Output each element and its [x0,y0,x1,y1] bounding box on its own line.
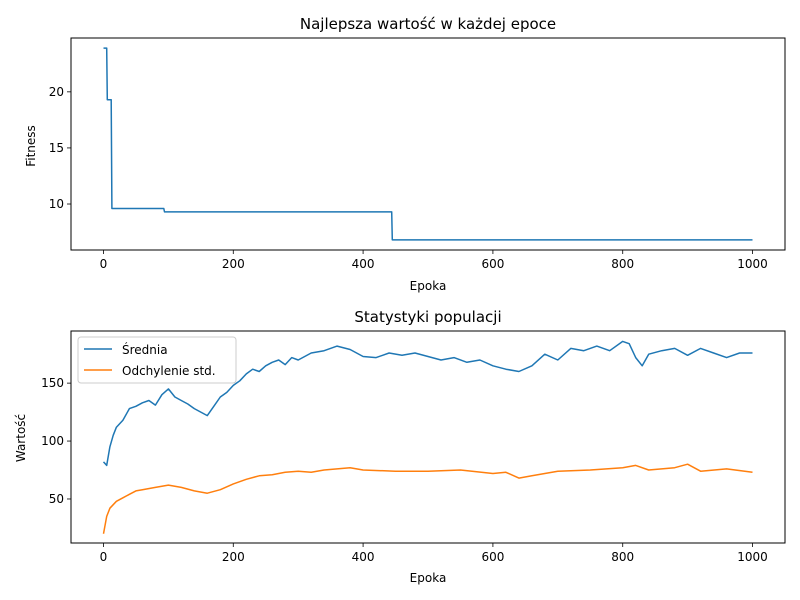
chart2-axes: 0 200 400 600 800 1000 50 100 150 [41,330,786,564]
chart1-series-line-0 [103,47,753,241]
chart2-legend: Średnia Odchylenie std. [77,336,237,384]
legend-label-srednia: Średnia [122,342,168,357]
chart2-x-axis-label: Epoka [410,571,447,585]
chart2-x-tick-label: 800 [611,550,634,564]
chart1-x-axis-label: Epoka [410,279,447,293]
chart2-y-axis-label: Wartość [14,414,28,462]
chart1-axes: 0 200 400 600 800 1000 10 15 20 [49,37,786,271]
chart1-y-tick-label: 20 [49,85,64,99]
chart2-x-tick-label: 0 [100,550,108,564]
chart1-y-axis-label: Fitness [24,125,38,167]
chart1-x-tick-label: 1000 [737,257,768,271]
chart2-x-tick-label: 600 [481,550,504,564]
population-stats-chart: Statystyki populacji 0 200 400 600 800 1000 50… [14,308,786,585]
chart2-series-line-1 [102,463,753,534]
chart2-title: Statystyki populacji [354,308,501,326]
chart2-plot-area [102,340,753,534]
chart2-y-tick-label: 150 [41,376,64,390]
chart2-x-tick-label: 200 [222,550,245,564]
chart1-x-tick-label: 800 [611,257,634,271]
chart2-axes-frame [70,330,786,544]
best-fitness-chart: Najlepsza wartość w każdej epoce 0 200 400… [24,15,786,293]
chart1-x-tick-label: 200 [222,257,245,271]
chart1-y-tick-label: 15 [49,141,64,155]
chart2-x-tick-label: 1000 [737,550,768,564]
chart1-plot-area [103,47,753,241]
legend-label-odchylenie: Odchylenie std. [122,364,216,378]
chart1-y-tick-label: 10 [49,197,64,211]
chart1-x-tick-label: 400 [352,257,375,271]
chart1-x-tick-label: 0 [100,257,108,271]
chart1-title: Najlepsza wartość w każdej epoce [300,15,556,33]
chart2-y-tick-label: 100 [41,434,64,448]
chart2-x-tick-label: 400 [352,550,375,564]
chart1-x-tick-label: 600 [481,257,504,271]
legend-frame [77,336,237,384]
chart1-axes-frame [70,37,786,251]
chart2-series-line-0 [102,340,753,467]
chart2-y-tick-label: 50 [49,492,64,506]
